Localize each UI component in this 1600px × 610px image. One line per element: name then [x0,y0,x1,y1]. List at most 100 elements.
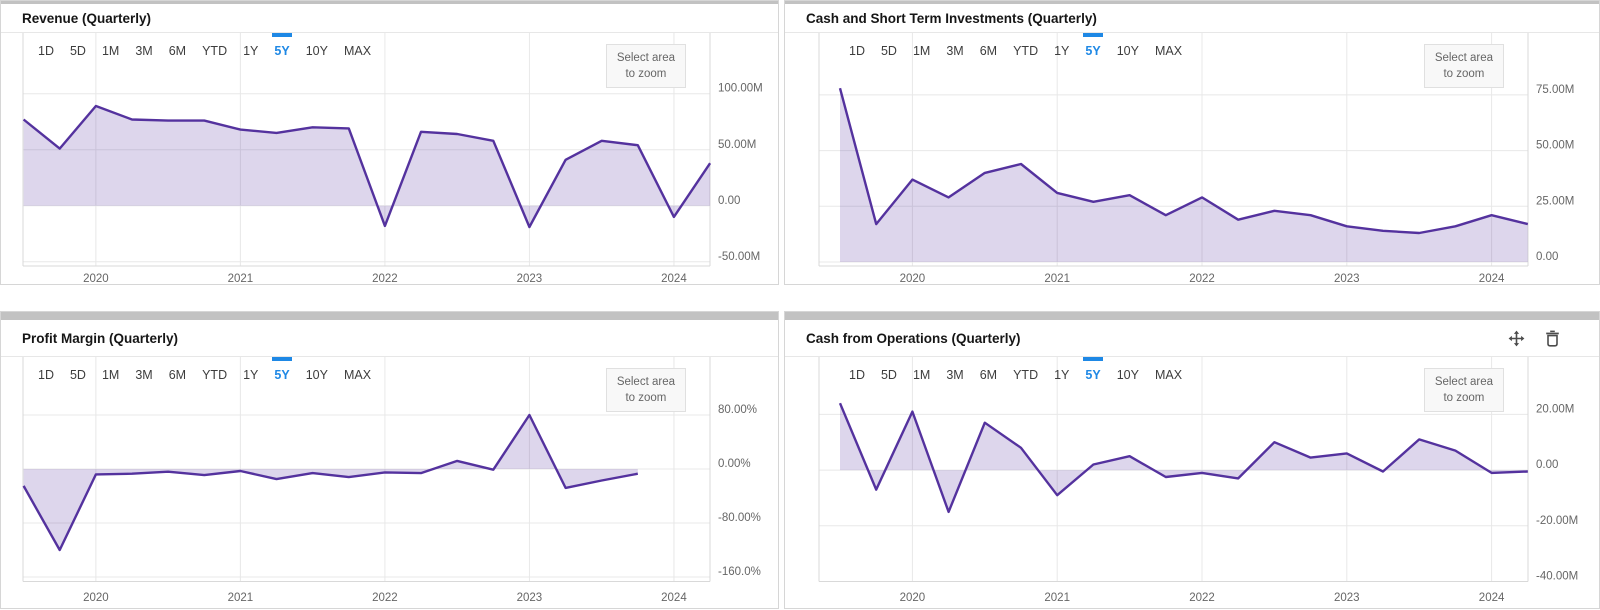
x-axis-label: 2022 [372,273,398,284]
range-tab-ytd[interactable]: YTD [1013,44,1039,58]
range-tab-1d[interactable]: 1D [38,368,54,382]
panel-cash-short-term-investments: Cash and Short Term Investments (Quarter… [784,0,1600,285]
range-tabs: 1D 5D 1M 3M 6M YTD 1Y 5Y 10Y MAX [849,33,1198,58]
y-axis-label: -80.00% [718,512,761,524]
panel-drag-handle[interactable] [1,312,778,320]
range-tab-6m[interactable]: 6M [168,368,187,382]
range-tab-5d[interactable]: 5D [880,368,897,382]
panel-title-profit-margin: Profit Margin (Quarterly) [22,330,179,346]
panel-drag-handle[interactable] [785,1,1599,4]
y-axis-label: 0.00 [1536,251,1558,263]
range-tab-6m[interactable]: 6M [979,368,998,382]
zoom-button-line2: to zoom [1443,392,1485,405]
select-area-to-zoom-button[interactable]: Select area to zoom [605,44,686,89]
range-tab-1d[interactable]: 1D [849,44,865,58]
panel-drag-handle[interactable] [1,1,778,4]
range-tab-10y[interactable]: 10Y [305,44,328,58]
range-tab-3m[interactable]: 3M [135,44,153,58]
x-axis-label: 2024 [661,592,687,604]
range-tab-ytd[interactable]: YTD [1013,368,1039,382]
zoom-button-line1: Select area [1434,52,1493,64]
move-icon[interactable] [1508,330,1525,347]
range-tab-ytd[interactable]: YTD [202,368,228,382]
panel-header: Cash and Short Term Investments (Quarter… [785,4,1599,33]
range-tab-5y[interactable]: 5Y [1083,357,1104,382]
range-tab-5y[interactable]: 5Y [272,33,293,58]
range-tab-6m[interactable]: 6M [168,44,187,58]
range-tab-1m[interactable]: 1M [101,44,120,58]
y-axis-label: 0.00 [1536,459,1558,471]
series-area [23,415,638,550]
range-tab-10y[interactable]: 10Y [1116,368,1139,382]
x-axis-label: 2024 [661,273,687,284]
series-area [23,106,711,227]
y-axis-label: -20.00M [1536,515,1578,527]
range-tab-1m[interactable]: 1M [912,368,931,382]
series-line [22,104,712,229]
y-axis-label: -40.00M [1536,571,1578,583]
range-tab-max[interactable]: MAX [343,44,372,58]
chart-revenue: 1D 5D 1M 3M 6M YTD 1Y 5Y 10Y MAX Select area to zo… [1,33,778,284]
panel-header: Cash from Operations (Quarterly) [785,320,1599,357]
x-axis-label: 2022 [1189,592,1215,604]
panel-drag-handle[interactable] [785,312,1599,320]
range-tab-10y[interactable]: 10Y [305,368,328,382]
range-tabs: 1D 5D 1M 3M 6M YTD 1Y 5Y 10Y MAX [38,357,387,382]
range-tab-max[interactable]: MAX [1154,368,1183,382]
trash-icon[interactable] [1544,330,1561,347]
range-tab-1m[interactable]: 1M [101,368,120,382]
range-tab-5d[interactable]: 5D [69,368,86,382]
x-axis-label: 2021 [228,592,254,604]
x-axis-label: 2021 [1044,592,1070,604]
range-tab-max[interactable]: MAX [1154,44,1183,58]
zoom-button-line2: to zoom [625,392,667,405]
range-tab-ytd[interactable]: YTD [202,44,228,58]
chart-plot-0[interactable]: 100.00M 50.00M 0.00 -50.00M 2020 2021 2022 2023… [1,33,778,284]
range-tab-1y[interactable]: 1Y [1054,44,1070,58]
y-axis-label: -160.0% [718,566,761,578]
y-axis-label: 25.00M [1536,195,1574,207]
series-area [840,403,1528,512]
select-area-to-zoom-button[interactable]: Select area to zoom [605,368,686,413]
x-axis-label: 2021 [228,273,254,284]
range-tab-1d[interactable]: 1D [849,368,865,382]
range-tab-3m[interactable]: 3M [946,368,964,382]
series-line [838,87,1529,235]
panel-header: Profit Margin (Quarterly) [1,320,778,357]
range-tab-3m[interactable]: 3M [946,44,964,58]
chart-plot-1[interactable]: 75.00M 50.00M 25.00M 0.00 2020 2021 2022 2023 20… [785,33,1599,284]
x-axis-label: 2020 [900,592,926,604]
series-line [838,402,1528,514]
range-tab-3m[interactable]: 3M [135,368,153,382]
chart-cash-from-operations: 1D 5D 1M 3M 6M YTD 1Y 5Y 10Y MAX Select area to zo… [785,357,1599,608]
series-area [840,88,1528,262]
chart-plot-2[interactable]: 80.00% 0.00% -80.00% -160.0% 2020 2021 2022 202… [1,357,778,608]
select-area-to-zoom-button[interactable]: Select area to zoom [1423,368,1504,413]
range-tab-1y[interactable]: 1Y [243,368,259,382]
x-axis-label: 2022 [1189,273,1215,284]
range-tab-1y[interactable]: 1Y [1054,368,1070,382]
panel-revenue: Revenue (Quarterly) 1D 5D 1M 3M 6M YTD 1Y 5Y 10Y… [0,0,779,285]
chart-plot-3[interactable]: 20.00M 0.00 -20.00M -40.00M 2020 2021 2022 2023… [785,357,1599,608]
x-axis-label: 2020 [83,273,109,284]
y-axis-label: 20.00M [1536,403,1574,415]
select-area-to-zoom-button[interactable]: Select area to zoom [1423,44,1504,89]
panel-cash-from-operations: Cash from Operations (Quarterly) 1D 5D 1M 3… [784,311,1600,609]
x-axis-label: 2021 [1044,273,1070,284]
panel-header-icons [1508,320,1561,356]
range-tab-6m[interactable]: 6M [979,44,998,58]
y-axis-label: 75.00M [1536,84,1574,96]
range-tab-5d[interactable]: 5D [69,44,86,58]
y-axis-label: 80.00% [718,404,757,416]
range-tab-1y[interactable]: 1Y [243,44,259,58]
range-tab-1d[interactable]: 1D [38,44,54,58]
range-tab-5y[interactable]: 5Y [272,357,293,382]
range-tab-1m[interactable]: 1M [912,44,931,58]
x-axis-label: 2023 [517,592,543,604]
range-tab-5d[interactable]: 5D [880,44,897,58]
series-line [22,413,639,552]
range-tab-5y[interactable]: 5Y [1083,33,1104,58]
range-tab-10y[interactable]: 10Y [1116,44,1139,58]
range-tab-max[interactable]: MAX [343,368,372,382]
x-axis-label: 2022 [372,592,398,604]
